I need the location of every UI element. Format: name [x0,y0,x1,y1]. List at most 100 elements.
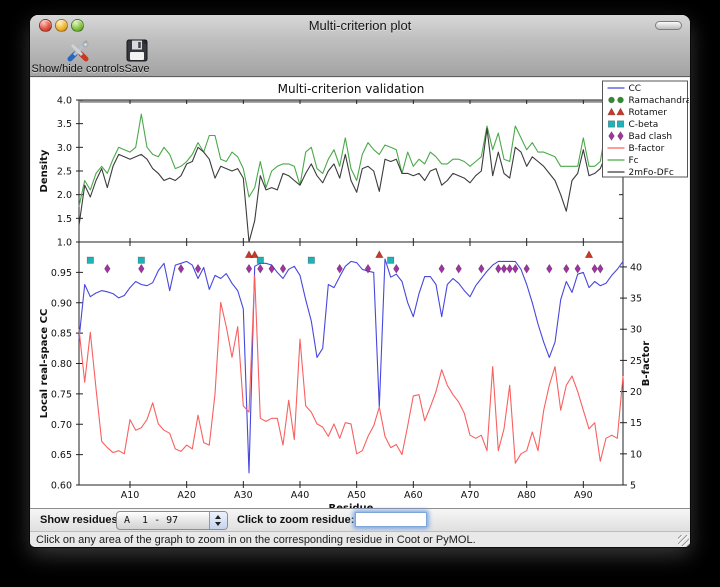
status-bar: Click on any area of the graph to zoom i… [30,531,690,547]
save-label: Save [124,63,150,75]
stepper-arrows-icon [209,512,227,529]
toolbar-toggle-button[interactable] [655,21,682,30]
bad-clash-markers [104,263,604,274]
bad-clash-marker [336,263,343,274]
bad-clash-marker [438,263,445,274]
legend-marker-sample [616,107,625,116]
bottom-plot-frame [78,241,624,486]
bad-clash-marker [177,263,185,274]
bad-clash-marker [257,263,264,274]
cc-tick-label: 0.90 [51,298,72,309]
rotamer-markers [244,250,594,258]
bfactor-tick-label: 40 [630,262,642,273]
cc-tick-label: 0.80 [51,359,72,370]
bad-clash-marker [455,263,462,274]
control-bar: Show residues: A 1 - 97 Click to zoom re… [30,508,690,531]
bfactor-tick-label: 30 [630,325,642,336]
legend-marker-sample [617,96,624,104]
figure-svg[interactable]: Multi-criterion validation A10 A20 A30 A40 A5… [31,78,690,514]
cc-line [78,258,624,474]
save-button[interactable]: Save [118,38,156,76]
rotamer-marker [250,250,259,258]
zoom-residue-input[interactable] [355,512,427,527]
chart-title: Multi-criterion validation [278,82,425,96]
legend-marker-sample [608,131,615,141]
density-tick-label: 4.0 [57,96,72,107]
bfactor-tick-label: 20 [630,387,642,398]
show-hide-controls-label: Show/hide controls [31,63,125,75]
show-hide-controls-button[interactable]: Show/hide controls [32,38,124,76]
show-residues-dropdown[interactable]: A 1 - 97 [116,511,228,530]
legend-marker-sample [607,107,616,116]
zoom-window-button[interactable] [71,19,84,32]
c-beta-marker [387,256,395,264]
x-tick-label: A60 [404,490,423,501]
status-text: Click on any area of the graph to zoom i… [36,534,476,546]
bad-clash-marker [495,263,502,274]
ylabel-local-real-space-cc: Local real-space CC [39,309,50,419]
2mfo-dfc-line [78,127,624,243]
resize-grip[interactable] [678,535,689,546]
density-tick-label: 1.5 [57,214,72,225]
bad-clash-marker [500,263,508,274]
ylabel-b-factor: B-factor [641,341,652,386]
top-plot-frame [78,99,624,243]
density-tick-label: 1.0 [57,238,72,249]
bad-clash-marker [268,263,275,274]
legend-box [602,80,688,178]
bad-clash-marker [104,263,111,274]
legend-label: Fc [629,156,639,166]
cc-tick-label: 0.75 [51,389,72,400]
c-beta-marker [307,256,315,264]
cc-tick-label: 0.95 [51,268,72,279]
x-tick-label: A90 [574,490,593,501]
legend-label: Rotamer [629,108,668,118]
c-beta-markers [86,256,395,264]
cc-tick-label: 0.65 [51,450,72,461]
bad-clash-marker [478,263,485,274]
density-tick-label: 2.5 [57,167,72,178]
bad-clash-marker [393,263,400,274]
x-tick-label: A50 [347,490,366,501]
bad-clash-marker [597,263,604,274]
tools-icon [64,38,92,63]
x-tick-label: A10 [121,490,140,501]
ylabel-density: Density [39,149,50,192]
cc-tick-label: 0.60 [51,481,72,492]
cc-tick-label: 0.85 [51,329,72,340]
x-tick-label: A30 [234,490,253,501]
density-tick-label: 3.5 [57,119,72,130]
legend-marker-sample [607,120,615,128]
legend [602,80,688,178]
window-header: Multi-criterion plot Show/hide contro [30,15,690,77]
bfactor-tick-label: 5 [630,481,636,492]
bad-clash-marker [506,263,513,274]
density-tick-label: 2.0 [57,190,72,201]
bad-clash-marker [563,263,570,274]
density-tick-label: 3.0 [57,143,72,154]
bad-clash-marker [591,263,598,274]
x-tick-label: A70 [461,490,480,501]
x-tick-label: A80 [517,490,536,501]
cc-tick-label: 0.70 [51,420,72,431]
x-tick-label: A20 [177,490,196,501]
bad-clash-marker [279,263,287,274]
zoom-residue-label: Click to zoom residue: [237,514,355,526]
bad-clash-marker [523,263,530,274]
minimize-button[interactable] [55,19,68,32]
bad-clash-marker [574,263,581,274]
bad-clash-marker [245,263,253,274]
legend-label: 2mFo-DFc [629,168,674,178]
rotamer-marker [584,250,594,258]
show-residues-label: Show residues: [40,514,122,526]
b-factor-line [78,275,624,464]
rotamer-marker [375,250,384,258]
x-tick-label: A40 [291,490,310,501]
legend-label: Bad clash [629,132,673,142]
rotamer-marker [244,250,254,258]
c-beta-marker [256,256,264,264]
titlebar[interactable]: Multi-criterion plot [30,15,690,37]
close-button[interactable] [39,19,52,32]
bad-clash-marker [194,263,202,274]
c-beta-marker [137,256,145,264]
